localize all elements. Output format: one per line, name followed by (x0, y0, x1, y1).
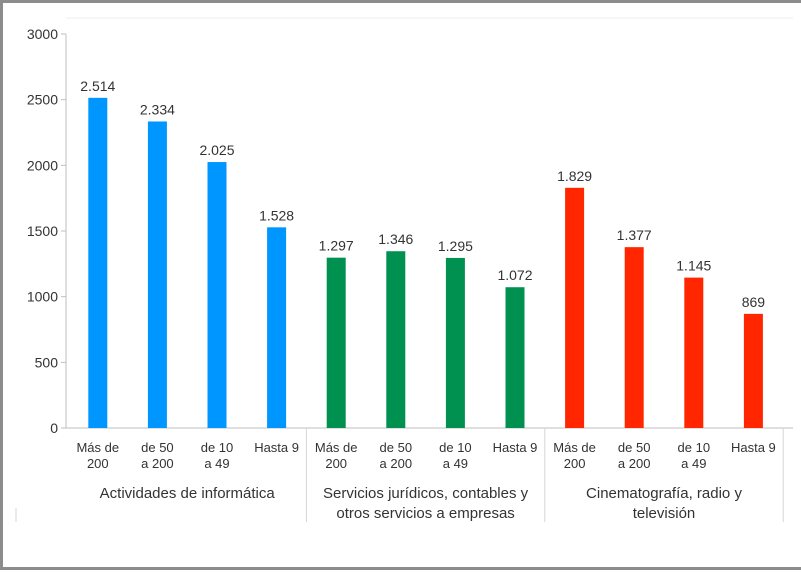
data-label: 2.025 (199, 142, 234, 158)
data-label: 1.145 (676, 258, 711, 274)
category-label: de 50 (618, 440, 651, 455)
data-label: 1.072 (497, 267, 532, 283)
bar (445, 257, 465, 428)
category-label: a 200 (618, 456, 651, 471)
group-label: Actividades de informática (100, 485, 276, 502)
category-label: a 200 (141, 456, 174, 471)
y-tick-label: 2000 (27, 157, 58, 173)
bar (147, 121, 167, 428)
y-tick-label: 500 (35, 354, 59, 370)
group-label: otros servicios a empresas (336, 505, 514, 522)
category-label: 200 (87, 456, 109, 471)
y-tick-label: 1500 (27, 223, 58, 239)
category-label: de 10 (439, 440, 472, 455)
y-tick-label: 0 (50, 420, 58, 436)
category-label: de 10 (678, 440, 711, 455)
category-label: a 200 (380, 456, 413, 471)
data-label: 1.528 (259, 207, 294, 223)
bar (267, 227, 287, 428)
category-label: de 50 (141, 440, 174, 455)
category-label: Más de (76, 440, 119, 455)
category-label: Más de (315, 440, 358, 455)
data-label: 2.514 (80, 78, 115, 94)
data-label: 2.334 (140, 101, 175, 117)
category-label: de 50 (380, 440, 413, 455)
bar (88, 97, 108, 428)
bar (505, 287, 525, 428)
group-label: Servicios jurídicos, contables y (323, 485, 529, 502)
bar (207, 162, 227, 429)
category-label: a 49 (204, 456, 229, 471)
y-tick-label: 1000 (27, 289, 58, 305)
data-label: 1.377 (617, 227, 652, 243)
bar (565, 187, 585, 428)
category-label: Hasta 9 (254, 440, 299, 455)
category-label: a 49 (443, 456, 468, 471)
data-label: 869 (742, 294, 766, 310)
group-label: televisión (633, 505, 696, 522)
category-label: de 10 (201, 440, 234, 455)
bar (386, 251, 406, 428)
data-label: 1.346 (378, 231, 413, 247)
bar (624, 247, 644, 428)
category-label: Más de (553, 440, 596, 455)
data-label: 1.295 (438, 238, 473, 254)
y-tick-label: 2500 (27, 92, 58, 108)
bar (743, 313, 763, 428)
category-label: 200 (325, 456, 347, 471)
bar (326, 257, 346, 428)
category-label: a 49 (681, 456, 706, 471)
data-label: 1.829 (557, 168, 592, 184)
y-tick-label: 3000 (27, 26, 58, 42)
category-label: 200 (564, 456, 586, 471)
bar (684, 277, 704, 428)
group-label: Cinematografía, radio y (586, 485, 742, 502)
category-label: Hasta 9 (731, 440, 776, 455)
category-label: Hasta 9 (493, 440, 538, 455)
data-label: 1.297 (319, 238, 354, 254)
